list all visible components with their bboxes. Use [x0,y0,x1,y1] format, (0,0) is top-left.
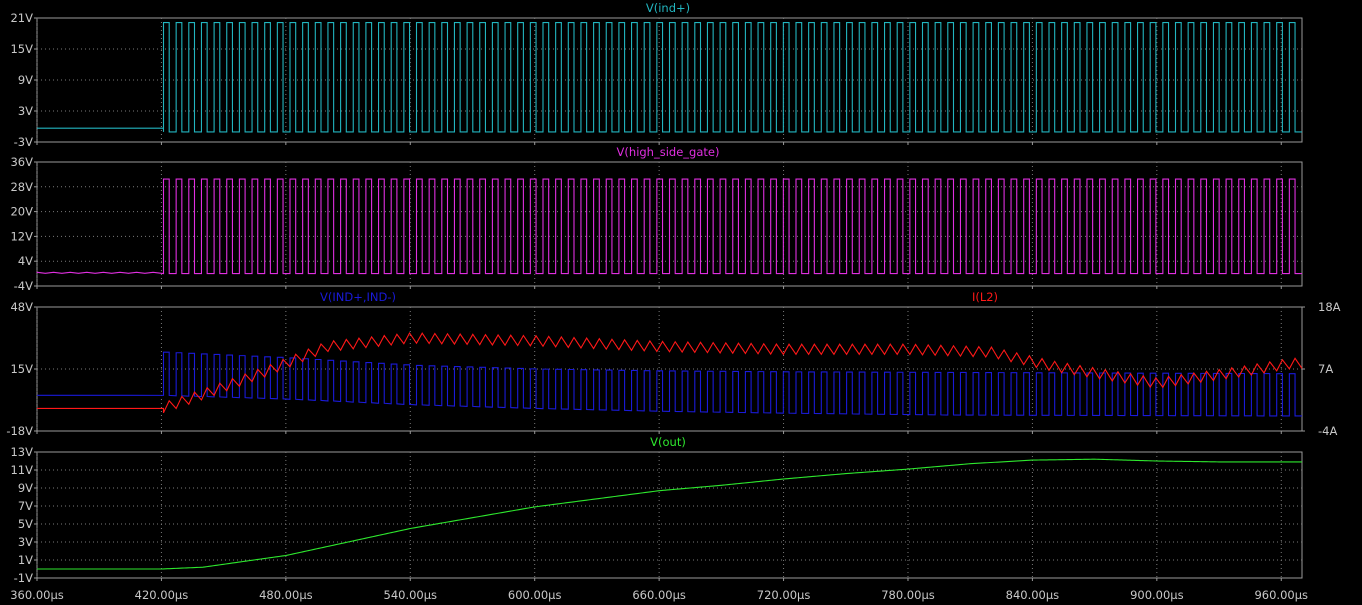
y2-tick-label: -4A [1318,424,1337,438]
pane4-frame [36,451,1303,579]
y-tick-label: -3V [14,135,33,149]
y-tick-label: 21V [10,11,33,25]
y-tick-label: 4V [18,254,33,268]
y-tick-label: 28V [10,180,33,194]
trace-v-out [37,458,1302,570]
x-tick-label: 420.00µs [135,588,189,602]
x-tick-label: 720.00µs [757,588,811,602]
y-tick-label: 1V [18,553,33,567]
trace-v-ind-diff [36,351,1303,417]
x-tick-label: 540.00µs [384,588,438,602]
y-tick-label: 3V [18,104,33,118]
y-tick-label: 9V [18,73,33,87]
y2-tick-label: 7A [1318,362,1333,376]
x-tick-label: 840.00µs [1006,588,1060,602]
pane2-title: V(high_side_gate) [617,145,720,159]
x-tick-label: 780.00µs [881,588,935,602]
pane3-title-left: V(IND+,IND-) [320,290,396,304]
y-tick-label: 11V [10,463,33,477]
y-tick-label: 3V [18,535,33,549]
pane2-frame [36,161,1303,287]
pane4-title: V(out) [650,435,686,449]
x-tick-label: 900.00µs [1130,588,1184,602]
y-tick-label: 9V [18,481,33,495]
y-tick-label: 15V [10,42,33,56]
y-tick-label: 12V [10,229,33,243]
y-tick-label: 48V [10,300,33,314]
y-tick-label: 7V [18,499,33,513]
y-tick-label: -1V [14,571,33,585]
x-tick-label: 600.00µs [508,588,562,602]
trace-v-high-side-gate [36,178,1302,275]
x-tick-label: 360.00µs [10,588,64,602]
y2-tick-label: 18A [1318,300,1341,314]
x-tick-label: 960.00µs [1254,588,1308,602]
y-tick-label: 36V [10,155,33,169]
y-tick-label: -4V [14,279,33,293]
pane3-title-right: I(L2) [972,290,998,304]
y-tick-label: 20V [10,205,33,219]
x-tick-label: 480.00µs [259,588,313,602]
x-tick-label: 660.00µs [632,588,686,602]
trace-i-l2 [37,331,1303,414]
pane1-title: V(ind+) [646,1,690,15]
y-tick-label: 15V [10,362,33,376]
trace-v-ind-plus [37,22,1302,133]
y-tick-label: -18V [6,424,33,438]
y-tick-label: 5V [18,517,33,531]
y-tick-label: 13V [10,445,33,459]
